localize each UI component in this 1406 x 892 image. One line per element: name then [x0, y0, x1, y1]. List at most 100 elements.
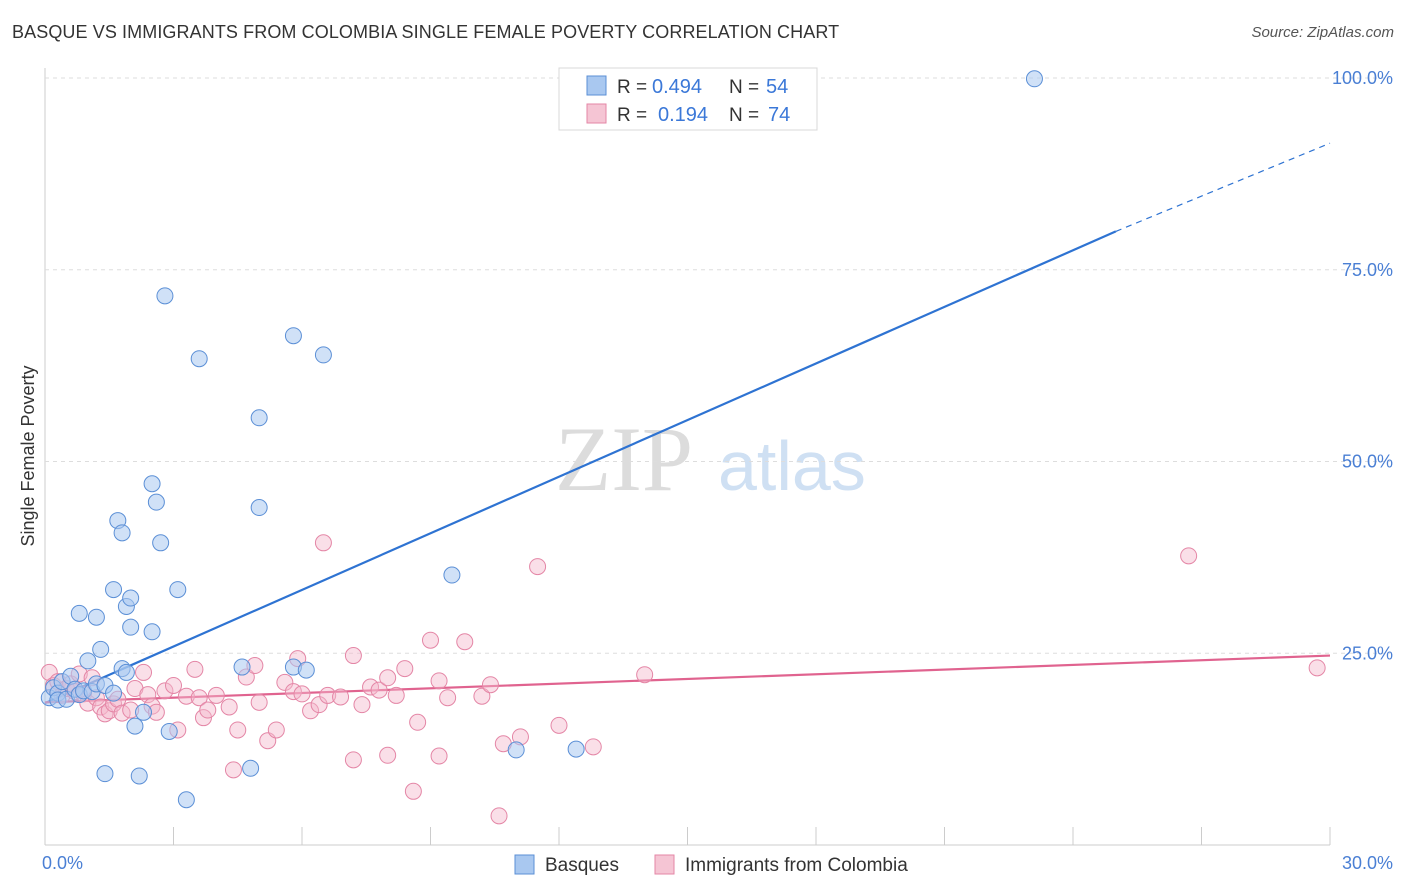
point-colombia — [379, 746, 397, 764]
source-credit: Source: ZipAtlas.com — [1251, 24, 1394, 41]
bottom-legend-colombia: Immigrants from Colombia — [685, 855, 908, 876]
legend-n-label-2: N = — [729, 105, 759, 126]
point-colombia — [584, 738, 602, 756]
point-colombia — [529, 558, 547, 576]
bottom-legend-basques: Basques — [545, 855, 619, 876]
point-basques — [160, 722, 178, 740]
y-tick-label: 25.0% — [1342, 643, 1393, 663]
x-tick-labels: 0.0% 30.0% — [42, 853, 1393, 873]
point-basques — [242, 759, 260, 777]
point-colombia — [332, 688, 350, 706]
legend-n-value-2: 74 — [768, 104, 790, 126]
point-colombia — [302, 702, 320, 720]
watermark-zip: ZIP — [555, 408, 693, 510]
point-basques — [152, 534, 170, 552]
trend-line-basques — [44, 142, 1331, 705]
point-basques — [135, 703, 153, 721]
point-basques — [87, 608, 105, 626]
point-colombia — [314, 534, 332, 552]
point-basques — [117, 663, 135, 681]
point-colombia — [344, 751, 362, 769]
point-colombia — [1308, 659, 1326, 677]
point-colombia — [310, 696, 328, 714]
point-colombia — [636, 666, 654, 684]
point-colombia — [387, 686, 405, 704]
point-colombia — [481, 676, 499, 694]
point-colombia — [473, 687, 491, 705]
point-colombia — [293, 685, 311, 703]
point-basques — [156, 287, 174, 305]
trend-line-basques-solid — [44, 230, 1117, 705]
point-colombia — [1180, 547, 1198, 565]
legend-r-label-2: R = — [617, 105, 647, 126]
legend-n-value-1: 54 — [766, 76, 788, 98]
point-colombia — [430, 672, 448, 690]
point-basques — [143, 623, 161, 641]
point-colombia — [439, 689, 457, 707]
point-colombia — [276, 673, 294, 691]
point-colombia — [199, 701, 217, 719]
point-basques — [284, 327, 302, 345]
point-basques — [113, 524, 131, 542]
point-basques — [130, 767, 148, 785]
point-colombia — [409, 713, 427, 731]
point-colombia — [456, 633, 474, 651]
y-tick-labels: 25.0% 50.0% 75.0% 100.0% — [1332, 68, 1393, 663]
watermark-atlas: atlas — [718, 427, 866, 505]
y-tick-label: 100.0% — [1332, 68, 1393, 88]
point-basques — [567, 740, 585, 758]
point-basques — [105, 581, 123, 599]
point-basques — [96, 765, 114, 783]
points-basques — [40, 70, 1043, 809]
point-basques — [122, 618, 140, 636]
y-tick-label: 75.0% — [1342, 260, 1393, 280]
point-basques — [190, 350, 208, 368]
point-basques — [250, 499, 268, 517]
point-basques — [143, 475, 161, 493]
point-basques — [250, 409, 268, 427]
chart-title: BASQUE VS IMMIGRANTS FROM COLOMBIA SINGL… — [12, 22, 840, 42]
legend-r-value-2: 0.194 — [658, 104, 708, 126]
point-colombia — [353, 696, 371, 714]
point-colombia — [379, 669, 397, 687]
bottom-legend-swatch-basques — [514, 854, 535, 875]
point-colombia — [550, 716, 568, 734]
point-basques — [233, 658, 251, 676]
point-colombia — [135, 663, 153, 681]
point-colombia — [224, 761, 242, 779]
point-colombia — [220, 698, 238, 716]
legend-swatch-colombia — [586, 103, 607, 124]
point-colombia — [396, 660, 414, 678]
point-basques — [79, 652, 97, 670]
point-colombia — [165, 676, 182, 694]
trend-line-basques-dashed — [1115, 142, 1331, 232]
point-basques — [122, 589, 140, 607]
legend-n-label-1: N = — [729, 77, 759, 98]
point-basques — [169, 581, 187, 599]
point-colombia — [194, 709, 212, 727]
point-basques — [1025, 70, 1043, 88]
point-colombia — [250, 693, 268, 711]
point-basques — [297, 661, 315, 679]
point-colombia — [422, 631, 439, 649]
y-axis-label: Single Female Poverty — [18, 365, 38, 546]
point-basques — [507, 741, 525, 759]
y-tick-label: 50.0% — [1342, 452, 1393, 472]
legend-r-value-1: 0.494 — [652, 76, 702, 98]
point-colombia — [319, 686, 337, 704]
point-basques — [314, 346, 332, 364]
point-colombia — [186, 660, 204, 678]
point-colombia — [344, 647, 362, 665]
legend-r-label-1: R = — [617, 77, 647, 98]
bottom-legend-swatch-colombia — [654, 854, 675, 875]
point-colombia — [490, 807, 508, 825]
point-colombia — [156, 682, 174, 700]
point-colombia — [177, 687, 195, 705]
point-basques — [177, 791, 195, 809]
point-basques — [443, 566, 461, 584]
point-colombia — [404, 782, 422, 800]
point-basques — [92, 640, 110, 658]
point-colombia — [207, 686, 225, 704]
point-colombia — [229, 721, 247, 739]
